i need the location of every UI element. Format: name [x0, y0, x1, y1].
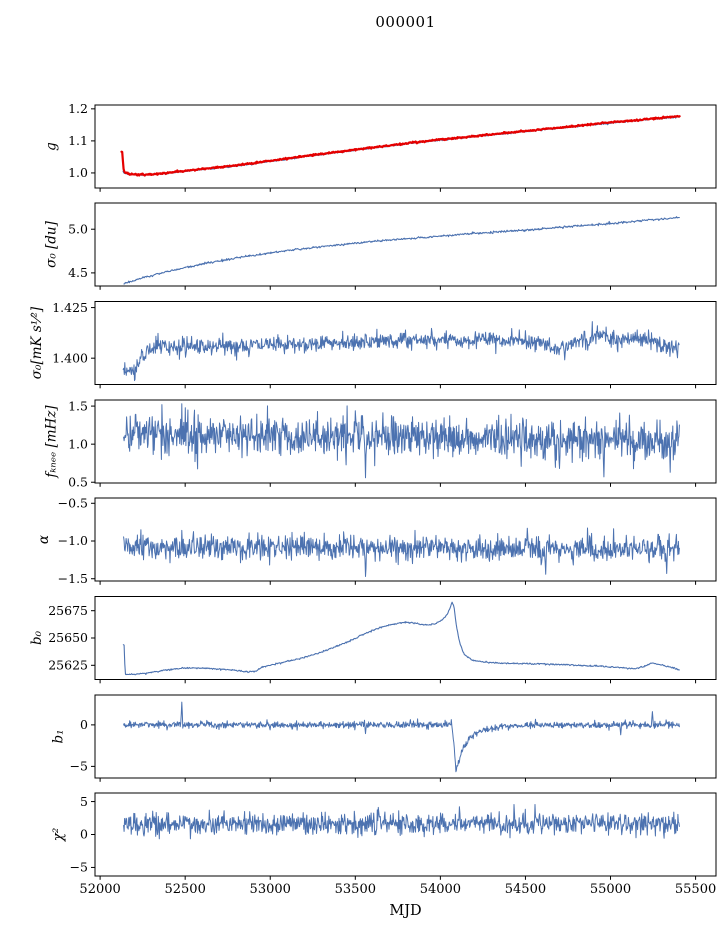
y-axis-label-chi2: χ²	[51, 828, 67, 843]
y-ticks-b0: 25625 25650 25675	[48, 603, 95, 673]
series-b0	[122, 601, 680, 676]
axes-box-sigma0-mK	[94, 301, 717, 385]
y-tick-label: 5	[80, 794, 88, 809]
y-tick-label: 1.400	[52, 350, 88, 365]
y-ticks-sigma0-mK: 1.400 1.425	[52, 300, 95, 365]
series-b1	[123, 701, 680, 773]
axes-box-b0	[94, 596, 717, 680]
y-tick-label: 0	[80, 827, 88, 842]
x-tick-label: 55000	[590, 882, 631, 897]
y-tick-label: 1.0	[68, 165, 88, 180]
y-axis-label-sigma0-du: σ₀ [du]	[43, 220, 59, 268]
axes-box-alpha	[94, 497, 717, 582]
x-tick-label: 53000	[250, 882, 291, 897]
y-tick-label: 0	[80, 717, 88, 732]
series-sigma0-du	[123, 216, 680, 285]
series-g-data	[122, 115, 680, 177]
x-ticks-g	[99, 188, 697, 192]
series-fknee	[123, 403, 680, 479]
y-tick-label: −5	[70, 759, 88, 774]
y-axis-label-g: g	[43, 142, 59, 151]
axes-box-sigma0-du	[94, 202, 717, 287]
y-ticks-alpha: −1.5 −1.0 −0.5	[58, 495, 95, 586]
subplot-sigma0-mK: 1.400 1.425 σ₀[mK s¹⁄²]	[29, 300, 717, 389]
y-axis-label-fknee: fₖₙₑₑ [mHz]	[43, 405, 59, 479]
y-tick-label: 5.0	[68, 221, 88, 236]
series-chi2	[123, 804, 680, 840]
subplot-sigma0-du: 4.5 5.0 σ₀ [du]	[43, 202, 717, 290]
x-ticks-fknee	[99, 483, 697, 487]
subplot-alpha: −1.5 −1.0 −0.5 α	[36, 495, 717, 586]
y-tick-label: 1.2	[68, 101, 88, 116]
y-tick-label: −5	[70, 860, 88, 875]
y-tick-label: 0.5	[68, 474, 88, 489]
y-ticks-b1: −5 0	[70, 717, 95, 774]
y-tick-label: 25625	[48, 658, 88, 673]
x-ticks-b1	[99, 778, 697, 782]
x-ticks-sigma0-mK	[99, 384, 697, 389]
axes-box-g	[94, 104, 717, 189]
subplot-b1: −5 0 b₁	[51, 694, 717, 782]
y-tick-label: 25650	[48, 630, 88, 645]
x-tick-label: 54000	[420, 882, 461, 897]
figure-title: 000001	[375, 13, 436, 31]
x-tick-label: 55500	[675, 882, 716, 897]
series-alpha	[123, 527, 680, 577]
y-tick-label: −1.5	[58, 571, 88, 586]
y-tick-label: 25675	[48, 603, 88, 618]
y-axis-label-b1: b₁	[51, 729, 67, 743]
series-sigma0-mK	[122, 321, 680, 382]
x-ticks-b0	[99, 679, 697, 684]
y-axis-label-alpha: α	[36, 535, 52, 544]
axes-box-fknee	[94, 399, 717, 484]
y-ticks-chi2: −5 0 5	[70, 794, 95, 875]
x-ticks-alpha	[99, 581, 697, 585]
y-tick-label: −1.0	[58, 533, 88, 548]
y-axis-label-b0: b₀	[29, 630, 45, 645]
y-ticks-g: 1.0 1.1 1.2	[68, 101, 95, 180]
x-ticks-chi2: 52000 52500 53000 53500 54000 54500 55000 55500	[79, 876, 716, 897]
axes-box-chi2	[94, 792, 717, 877]
x-tick-label: 54500	[505, 882, 546, 897]
subplot-fknee: 0.5 1.0 1.5 fₖₙₑₑ [mHz]	[43, 398, 717, 489]
y-tick-label: 1.1	[68, 133, 88, 148]
y-tick-label: 1.0	[68, 436, 88, 451]
y-ticks-fknee: 0.5 1.0 1.5	[68, 398, 95, 489]
x-axis-label: MJD	[389, 903, 422, 919]
x-ticks-sigma0-du	[99, 286, 697, 290]
y-tick-label: 4.5	[68, 265, 88, 280]
y-axis-label-sigma0-mK: σ₀[mK s¹⁄²]	[29, 306, 45, 379]
y-tick-label: 1.425	[52, 300, 88, 315]
y-tick-label: 1.5	[68, 398, 88, 413]
x-tick-label: 53500	[335, 882, 376, 897]
y-ticks-sigma0-du: 4.5 5.0	[68, 221, 95, 280]
y-tick-label: −0.5	[58, 495, 88, 510]
x-tick-label: 52500	[164, 882, 205, 897]
axes-box-b1	[94, 694, 717, 779]
x-tick-label: 52000	[79, 882, 120, 897]
series-g-fit	[120, 114, 681, 177]
subplot-g: 1.0 1.1 1.2 g	[43, 101, 717, 192]
